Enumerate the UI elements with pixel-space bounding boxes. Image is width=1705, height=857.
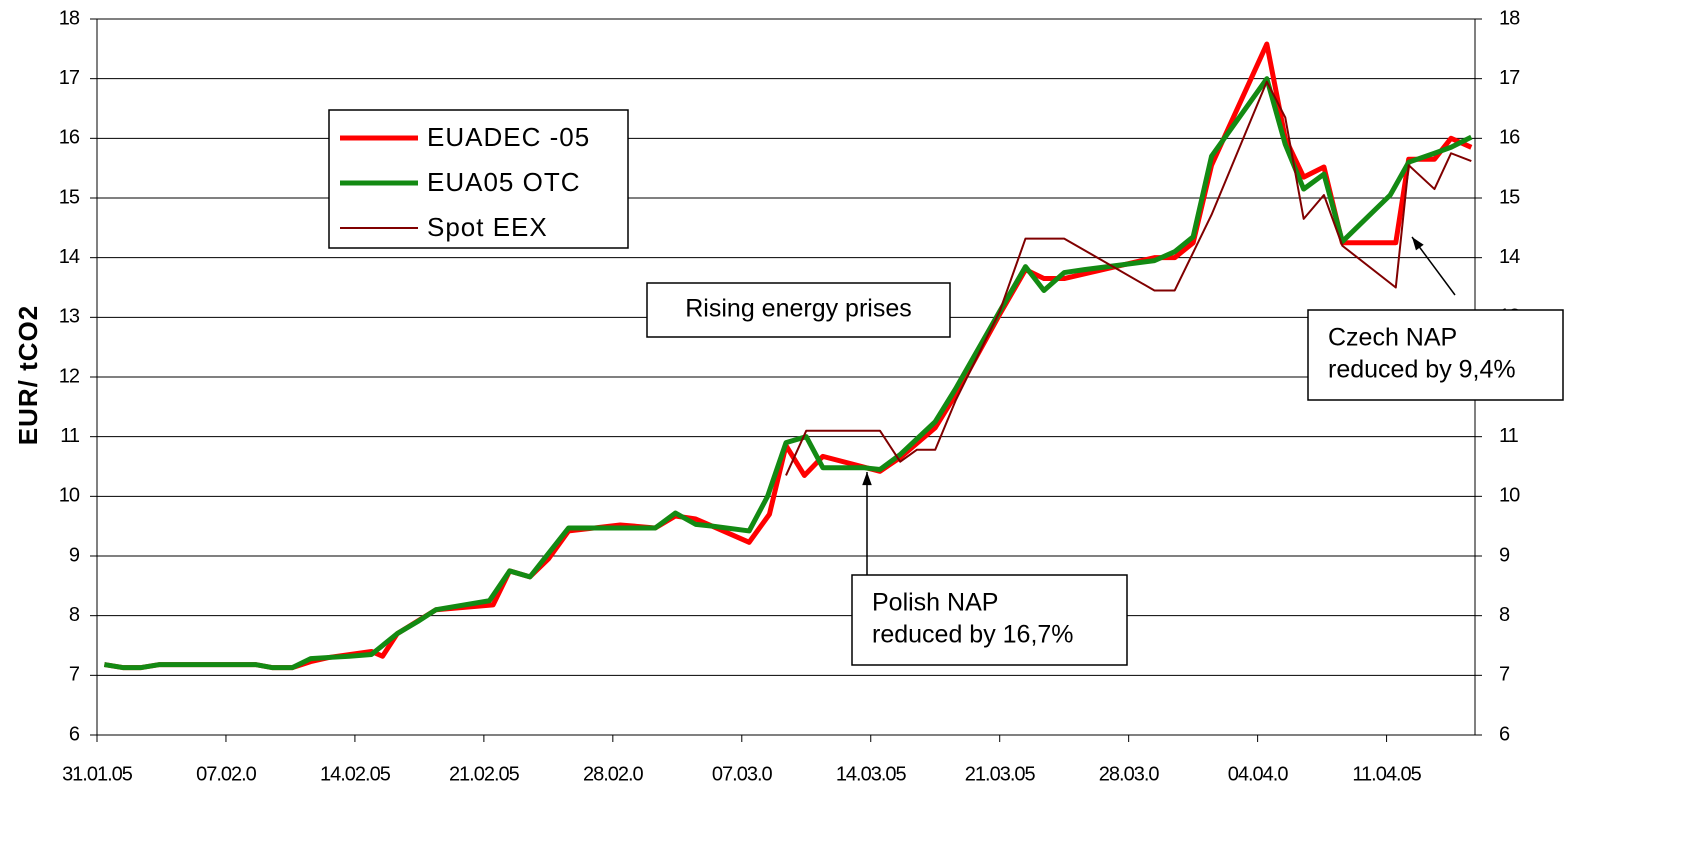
x-tick-label: 21.02.05 bbox=[449, 763, 520, 785]
annotation-text: Czech NAP bbox=[1328, 324, 1457, 352]
series-line bbox=[103, 41, 1473, 671]
y-tick-label: 11 bbox=[60, 425, 80, 447]
y-tick-label: 6 bbox=[69, 723, 80, 745]
annotation-text: reduced by 16,7% bbox=[872, 621, 1074, 649]
annotation-box bbox=[646, 282, 951, 338]
legend: EUADEC -05 EUA05 OTC Spot EEX bbox=[328, 109, 629, 249]
y2-tick-label: 7 bbox=[1499, 664, 1510, 686]
x-tick-label: 11.04.05 bbox=[1352, 763, 1421, 785]
arrow-head bbox=[862, 472, 872, 486]
y-tick-label: 14 bbox=[59, 246, 80, 268]
y-tick-label: 15 bbox=[59, 186, 80, 208]
y2-tick-label: 11 bbox=[1499, 425, 1519, 447]
annotation-text: Rising energy prises bbox=[685, 295, 912, 323]
annotation-text: Polish NAP bbox=[872, 589, 998, 617]
x-tick-label: 07.03.0 bbox=[712, 763, 773, 785]
y2-tick-label: 16 bbox=[1499, 127, 1520, 149]
y-tick-label: 8 bbox=[69, 604, 80, 626]
y-tick-label: 9 bbox=[69, 544, 80, 566]
y2-tick-label: 8 bbox=[1499, 604, 1510, 626]
annotation: Rising energy prises bbox=[646, 282, 951, 338]
arrow-head bbox=[1412, 237, 1424, 251]
y-tick-label: 16 bbox=[59, 127, 80, 149]
annotation: Polish NAP reduced by 16,7% bbox=[851, 574, 1128, 666]
y-tick-label: 17 bbox=[59, 67, 80, 89]
y2-tick-label: 17 bbox=[1499, 67, 1520, 89]
annotation-box bbox=[1307, 309, 1564, 401]
annotation-text: reduced by 9,4% bbox=[1328, 356, 1516, 384]
y-axis-label: EUR/ tCO2 bbox=[13, 305, 43, 445]
annotation: Czech NAP reduced by 9,4% bbox=[1307, 309, 1564, 401]
x-tick-label: 31.01.05 bbox=[62, 763, 133, 785]
legend-label: EUADEC -05 bbox=[427, 122, 590, 152]
y2-tick-label: 14 bbox=[1499, 246, 1520, 268]
series-line bbox=[785, 80, 1472, 476]
legend-label: Spot EEX bbox=[427, 212, 548, 242]
y2-tick-label: 10 bbox=[1499, 485, 1520, 507]
x-tick-label: 14.02.05 bbox=[320, 763, 391, 785]
y2-tick-label: 18 bbox=[1499, 7, 1520, 29]
legend-box bbox=[328, 109, 629, 249]
x-tick-label: 28.03.0 bbox=[1099, 763, 1160, 785]
y-tick-label: 7 bbox=[69, 664, 80, 686]
y-tick-label: 18 bbox=[59, 7, 80, 29]
annotation-box bbox=[851, 574, 1128, 666]
y-tick-label: 12 bbox=[59, 365, 80, 387]
y2-tick-label: 9 bbox=[1499, 544, 1510, 566]
y-tick-label: 13 bbox=[59, 306, 80, 328]
x-tick-label: 14.03.05 bbox=[836, 763, 907, 785]
y-tick-label: 10 bbox=[59, 485, 80, 507]
x-tick-label: 28.02.0 bbox=[583, 763, 644, 785]
legend-label: EUA05 OTC bbox=[427, 167, 581, 197]
y2-tick-label: 6 bbox=[1499, 723, 1510, 745]
y2-tick-label: 15 bbox=[1499, 186, 1520, 208]
x-tick-label: 04.04.0 bbox=[1228, 763, 1289, 785]
x-tick-label: 07.02.0 bbox=[196, 763, 257, 785]
series-line bbox=[103, 76, 1473, 671]
x-tick-label: 21.03.05 bbox=[965, 763, 1036, 785]
